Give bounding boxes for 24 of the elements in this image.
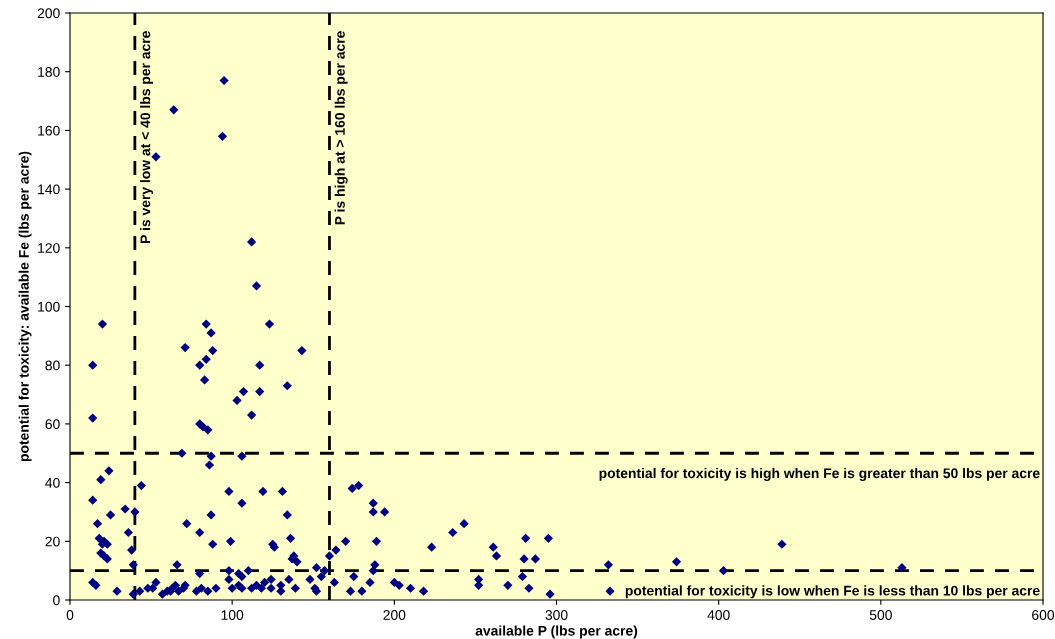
- y-tick-label: 120: [38, 243, 60, 253]
- y-tick-label: 20: [45, 536, 60, 547]
- y-tick-label: 100: [38, 301, 60, 312]
- x-tick-label: 0: [66, 610, 74, 620]
- y-tick-label: 0: [53, 595, 60, 606]
- y-tick-label: 140: [38, 184, 60, 195]
- ref-line-label: P is high at > 160 lbs per acre: [334, 31, 348, 225]
- ref-line-label: potential for toxicity is high when Fe is greater than 50 lbs per acre: [599, 467, 1040, 481]
- x-tick-label: 100: [221, 610, 244, 620]
- x-tick-label: 300: [545, 610, 568, 620]
- y-tick-label: 160: [38, 125, 60, 136]
- y-tick-label: 200: [37, 8, 60, 19]
- x-tick-label: 500: [869, 610, 892, 620]
- x-tick-label: 400: [707, 610, 730, 620]
- y-tick-label: 80: [45, 360, 60, 371]
- x-tick-label: 200: [383, 610, 406, 620]
- x-tick-label: 600: [1032, 610, 1055, 620]
- x-axis-title: available P (lbs per acre): [475, 625, 638, 639]
- y-tick-label: 180: [38, 67, 60, 77]
- ref-line-label: P is very low at < 40 lbs per acre: [140, 31, 154, 243]
- ref-line-label: potential for toxicity is low when Fe is less than 10 lbs per acre: [625, 585, 1040, 599]
- y-axis-title: potential for toxicity: available Fe (lbs per acre): [18, 151, 32, 462]
- y-tick-label: 40: [45, 477, 60, 488]
- y-tick-label: 60: [45, 419, 60, 430]
